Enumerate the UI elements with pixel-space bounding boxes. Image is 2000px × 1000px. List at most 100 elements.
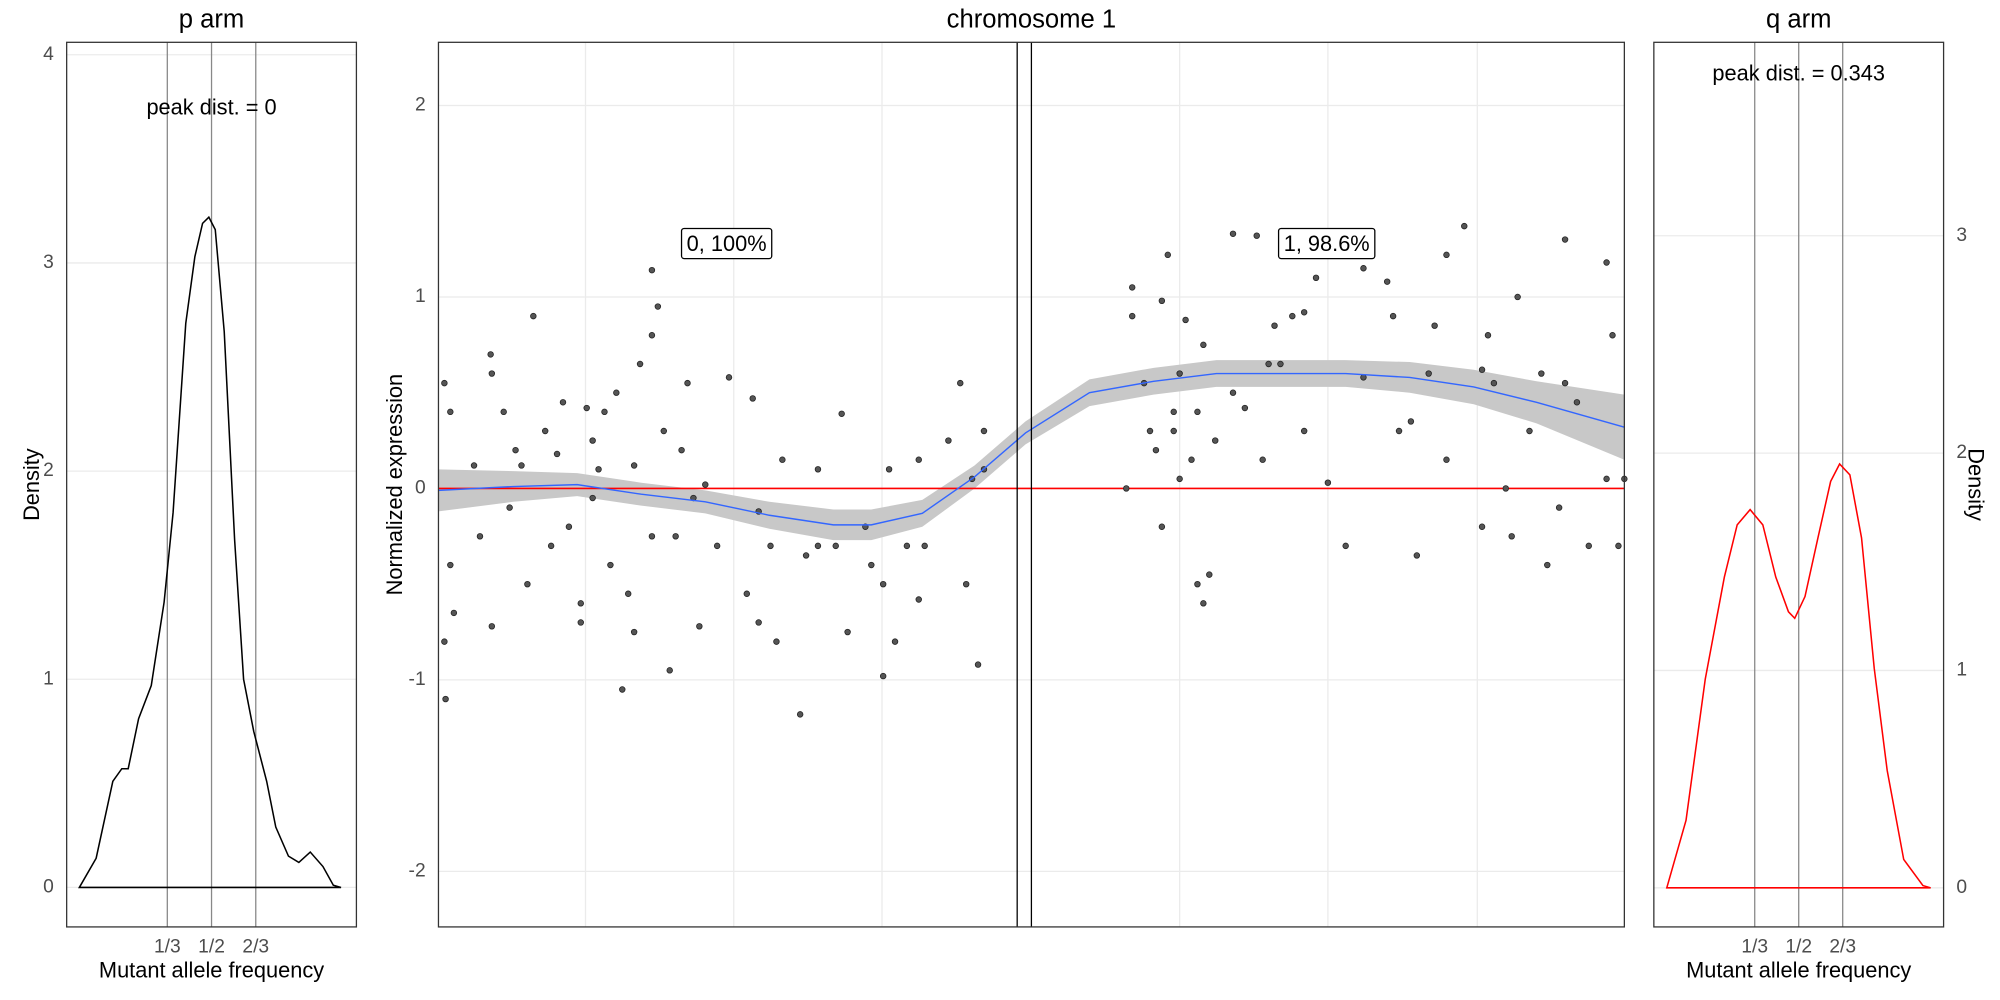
- data-point: [595, 466, 602, 473]
- density-curve: [1665, 462, 1931, 889]
- smooth-line: [438, 372, 1625, 526]
- data-point: [945, 437, 952, 444]
- data-point: [547, 542, 555, 550]
- data-point: [1478, 523, 1486, 530]
- data-point: [1603, 259, 1610, 266]
- data-point: [613, 389, 620, 396]
- confidence-band: [438, 360, 1625, 541]
- data-point: [844, 628, 851, 636]
- data-point: [1212, 437, 1219, 444]
- data-point: [1158, 523, 1166, 530]
- data-point: [441, 379, 448, 387]
- panel-title: q arm: [1766, 5, 1832, 33]
- data-point: [1158, 297, 1166, 305]
- data-point: [814, 466, 822, 473]
- data-point: [442, 695, 449, 703]
- y-tick-label: 1: [1956, 660, 1967, 681]
- data-point: [607, 561, 614, 569]
- data-point: [487, 351, 494, 358]
- data-point: [624, 590, 632, 597]
- data-point: [450, 609, 458, 617]
- data-point: [1176, 370, 1183, 377]
- y-tick-label: -1: [409, 669, 426, 690]
- data-point: [1555, 504, 1563, 511]
- data-point: [630, 628, 638, 636]
- x-tick-label: 1/2: [1785, 937, 1812, 958]
- y-tick-label: 3: [43, 252, 54, 273]
- panel-frame: [437, 41, 1626, 928]
- data-point: [601, 408, 608, 416]
- data-point: [1206, 571, 1213, 578]
- data-point: [636, 360, 644, 368]
- y-tick-label: 2: [1956, 442, 1967, 463]
- data-point: [1129, 284, 1136, 291]
- data-point: [1265, 360, 1272, 368]
- label-box: [680, 227, 773, 260]
- data-point: [619, 686, 626, 693]
- data-point: [1585, 542, 1592, 550]
- data-point: [713, 542, 721, 550]
- data-point: [921, 542, 928, 550]
- data-point: [1277, 360, 1284, 368]
- y-tick-label: 1: [43, 668, 54, 689]
- data-point: [500, 408, 507, 416]
- data-point: [1461, 222, 1468, 230]
- y-tick-label: 0: [43, 876, 54, 897]
- data-point: [1152, 446, 1160, 454]
- data-point: [1229, 389, 1237, 396]
- data-point: [1609, 332, 1616, 339]
- data-point: [648, 332, 656, 339]
- data-point: [630, 462, 638, 469]
- data-point: [1526, 427, 1533, 435]
- annotation: peak dist. = 0.343: [1712, 61, 1885, 86]
- data-point: [530, 312, 537, 320]
- y-tick-label: 4: [43, 44, 54, 65]
- panel-title: p arm: [179, 5, 245, 33]
- y-axis-label: Density: [1964, 448, 1989, 521]
- data-point: [1538, 370, 1545, 377]
- data-point: [1478, 366, 1486, 373]
- data-point: [1561, 379, 1569, 387]
- annotation: 0, 100%: [687, 231, 767, 256]
- data-point: [589, 437, 596, 444]
- data-point: [755, 619, 762, 626]
- data-point: [648, 533, 656, 540]
- y-tick-label: 0: [415, 478, 426, 499]
- data-point: [957, 379, 964, 387]
- y-tick-label: 2: [43, 460, 54, 481]
- data-point: [1194, 408, 1201, 416]
- data-point: [1229, 230, 1237, 237]
- data-point: [1484, 332, 1492, 339]
- data-point: [553, 450, 561, 458]
- data-point: [654, 303, 662, 310]
- data-point: [583, 404, 590, 412]
- data-point: [1573, 399, 1581, 406]
- panel-frame: [1653, 41, 1945, 928]
- data-point: [802, 552, 810, 559]
- data-point: [559, 399, 567, 406]
- data-point: [891, 638, 899, 645]
- data-point: [1289, 312, 1296, 320]
- data-point: [488, 370, 496, 377]
- data-point: [577, 600, 584, 607]
- x-tick-label: 1/3: [154, 937, 181, 958]
- data-point: [838, 410, 845, 417]
- data-point: [1259, 456, 1266, 463]
- data-point: [1360, 265, 1367, 272]
- data-point: [684, 379, 691, 387]
- data-point: [565, 523, 573, 530]
- data-point: [1431, 322, 1438, 329]
- y-tick-label: 0: [1956, 877, 1967, 898]
- data-point: [488, 623, 496, 630]
- data-point: [1200, 600, 1207, 607]
- data-point: [672, 533, 679, 540]
- data-point: [1129, 312, 1136, 320]
- data-point: [1407, 418, 1415, 425]
- data-point: [512, 446, 519, 454]
- panel-title: chromosome 1: [947, 5, 1116, 33]
- data-point: [1514, 293, 1521, 301]
- data-point: [1271, 322, 1278, 329]
- data-point: [577, 619, 584, 626]
- data-point: [1241, 404, 1249, 412]
